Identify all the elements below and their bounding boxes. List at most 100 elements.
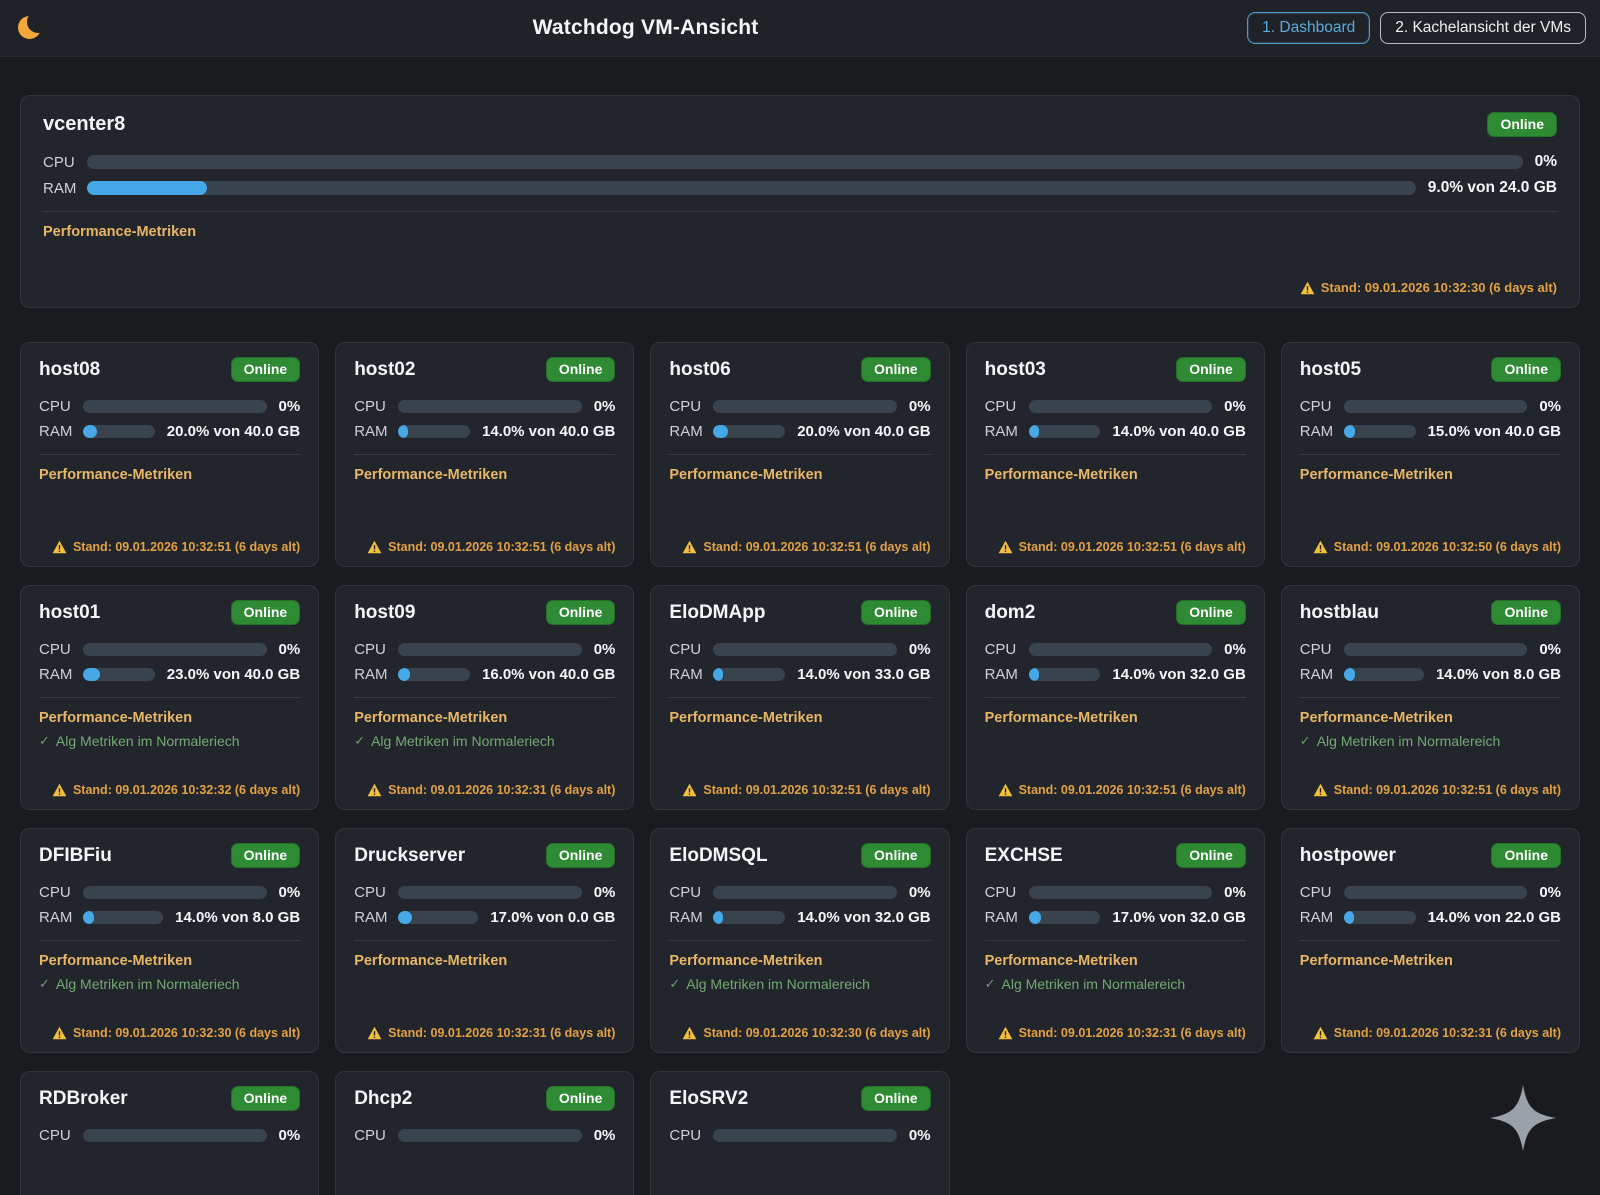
warning-icon bbox=[682, 540, 697, 554]
cpu-row: CPU 0% bbox=[985, 398, 1246, 415]
vm-card-header: vcenter8 Online bbox=[43, 112, 1557, 137]
vm-card: host08 Online CPU 0% RAM 20.0% von 40.0 GB Per… bbox=[20, 342, 320, 567]
vm-card: host02 Online CPU 0% RAM 14.0% von 40.0 GB Per… bbox=[335, 342, 635, 567]
tab-dashboard[interactable]: 1. Dashboard bbox=[1247, 12, 1371, 44]
cpu-row: CPU 0% bbox=[354, 398, 615, 415]
ram-value: 14.0% von 40.0 GB bbox=[481, 423, 616, 440]
cpu-row: CPU 0% bbox=[1300, 641, 1561, 658]
stand-row: Stand: 09.01.2026 10:32:51 (6 days alt) bbox=[39, 530, 300, 554]
vm-name: host05 bbox=[1299, 358, 1362, 380]
cpu-label: CPU bbox=[39, 1127, 71, 1144]
cpu-row: CPU 0% bbox=[985, 641, 1246, 658]
ram-label: RAM bbox=[354, 909, 388, 926]
stand-text: Stand: 09.01.2026 10:32:31 (6 days alt) bbox=[388, 783, 616, 797]
moon-icon[interactable] bbox=[16, 11, 49, 42]
vm-card-header: host06 Online bbox=[669, 357, 931, 382]
cpu-bar bbox=[83, 886, 267, 899]
ram-row: RAM 17.0% von 32.0 GB bbox=[985, 909, 1246, 926]
ram-bar-fill bbox=[87, 181, 207, 195]
cpu-row: CPU 0% bbox=[354, 1127, 615, 1144]
warning-icon bbox=[367, 1026, 382, 1040]
ram-bar-fill bbox=[398, 425, 409, 438]
cpu-bar bbox=[1028, 643, 1213, 656]
metrics-ok-line: ✓ Alg Metriken im Normaleriech bbox=[354, 733, 615, 749]
metrics-ok-line: ✓ Alg Metriken im Normalereich bbox=[985, 976, 1246, 992]
vm-card-header: EXCHSE Online bbox=[985, 843, 1246, 868]
status-badge: Online bbox=[230, 600, 301, 625]
card-divider bbox=[354, 454, 616, 455]
ram-bar-fill bbox=[83, 425, 98, 438]
ram-label: RAM bbox=[984, 423, 1018, 440]
warning-icon bbox=[52, 1026, 67, 1040]
warning-icon bbox=[998, 540, 1013, 554]
card-divider bbox=[984, 940, 1246, 941]
vm-name: Dhcp2 bbox=[354, 1087, 413, 1109]
ram-bar bbox=[87, 181, 1416, 195]
metrics-ok-text: Alg Metriken im Normaleriech bbox=[55, 976, 240, 992]
cpu-bar bbox=[398, 400, 582, 413]
card-divider bbox=[39, 454, 301, 455]
tab-kachelansicht[interactable]: 2. Kachelansicht der VMs bbox=[1380, 12, 1586, 44]
cpu-value: 0% bbox=[908, 1127, 931, 1144]
metrics-heading: Performance-Metriken bbox=[1299, 710, 1453, 726]
ram-label: RAM bbox=[1299, 423, 1334, 440]
cpu-value: 0% bbox=[278, 884, 301, 901]
metrics-heading: Performance-Metriken bbox=[39, 710, 193, 726]
status-badge: Online bbox=[1491, 600, 1561, 625]
vm-name: host01 bbox=[39, 601, 101, 623]
ram-row: RAM 14.0% von 8.0 GB bbox=[39, 909, 300, 926]
card-divider bbox=[1299, 697, 1561, 698]
ram-row: RAM 9.0% von 24.0 GB bbox=[43, 179, 1557, 197]
stand-row: Stand: 09.01.2026 10:32:51 (6 days alt) bbox=[669, 530, 931, 554]
metrics-heading: Performance-Metriken bbox=[669, 710, 823, 726]
app-header: Watchdog VM-Ansicht 1. Dashboard 2. Kach… bbox=[0, 0, 1600, 57]
cpu-label: CPU bbox=[43, 153, 75, 171]
stand-row: Stand: 09.01.2026 10:32:31 (6 days alt) bbox=[354, 773, 615, 797]
cpu-value: 0% bbox=[593, 884, 616, 901]
cpu-bar bbox=[398, 1129, 582, 1142]
cpu-label: CPU bbox=[669, 1127, 702, 1144]
metrics-ok-line: ✓ Alg Metriken im Normalereich bbox=[1300, 733, 1561, 749]
sparkle-icon-shape bbox=[1490, 1085, 1556, 1151]
ram-bar bbox=[1028, 668, 1101, 681]
status-badge: Online bbox=[1491, 357, 1561, 382]
vm-card: RDBroker Online CPU 0% bbox=[20, 1071, 320, 1195]
ram-value: 14.0% von 32.0 GB bbox=[797, 909, 931, 926]
cpu-row: CPU 0% bbox=[354, 884, 615, 901]
ram-label: RAM bbox=[39, 909, 73, 926]
ram-value: 17.0% von 32.0 GB bbox=[1112, 909, 1246, 926]
cpu-row: CPU 0% bbox=[43, 153, 1557, 171]
cpu-bar bbox=[1343, 643, 1528, 656]
stand-text: Stand: 09.01.2026 10:32:30 (6 days alt) bbox=[72, 1026, 301, 1040]
ram-value: 14.0% von 8.0 GB bbox=[175, 909, 301, 926]
metrics-heading: Performance-Metriken bbox=[354, 953, 508, 969]
metrics-heading: Performance-Metriken bbox=[39, 953, 193, 969]
ram-bar bbox=[1343, 425, 1416, 438]
vm-card-header: host05 Online bbox=[1300, 357, 1561, 382]
stand-row: Stand: 09.01.2026 10:32:51 (6 days alt) bbox=[985, 530, 1246, 554]
cpu-label: CPU bbox=[354, 641, 386, 658]
vm-name: EXCHSE bbox=[984, 844, 1063, 866]
status-badge: Online bbox=[545, 1086, 616, 1111]
cpu-value: 0% bbox=[908, 398, 931, 415]
ram-bar bbox=[713, 668, 786, 681]
vm-card: Druckserver Online CPU 0% RAM 17.0% von 0.0 G… bbox=[335, 828, 635, 1053]
vm-card: host03 Online CPU 0% RAM 14.0% von 40.0 GB Per… bbox=[965, 342, 1265, 567]
card-divider bbox=[1299, 454, 1561, 455]
vm-name: host02 bbox=[354, 358, 416, 380]
vm-card: host05 Online CPU 0% RAM 15.0% von 40.0 GB Per… bbox=[1280, 342, 1580, 567]
ram-label: RAM bbox=[354, 423, 388, 440]
ram-label: RAM bbox=[669, 666, 703, 683]
metrics-ok-text: Alg Metriken im Normaleriech bbox=[371, 733, 555, 749]
vm-name: EloDMSQL bbox=[669, 844, 768, 866]
cpu-label: CPU bbox=[354, 398, 386, 415]
sparkle-icon[interactable] bbox=[1490, 1085, 1556, 1151]
cpu-row: CPU 0% bbox=[985, 884, 1246, 901]
cpu-row: CPU 0% bbox=[669, 641, 930, 658]
ram-row: RAM 17.0% von 0.0 GB bbox=[354, 909, 615, 926]
vm-name: dom2 bbox=[984, 601, 1036, 623]
ram-bar bbox=[83, 668, 155, 681]
ram-value: 14.0% von 33.0 GB bbox=[797, 666, 931, 683]
vm-card: EloSRV2 Online CPU 0% bbox=[650, 1071, 950, 1195]
ram-value: 14.0% von 22.0 GB bbox=[1427, 909, 1561, 926]
